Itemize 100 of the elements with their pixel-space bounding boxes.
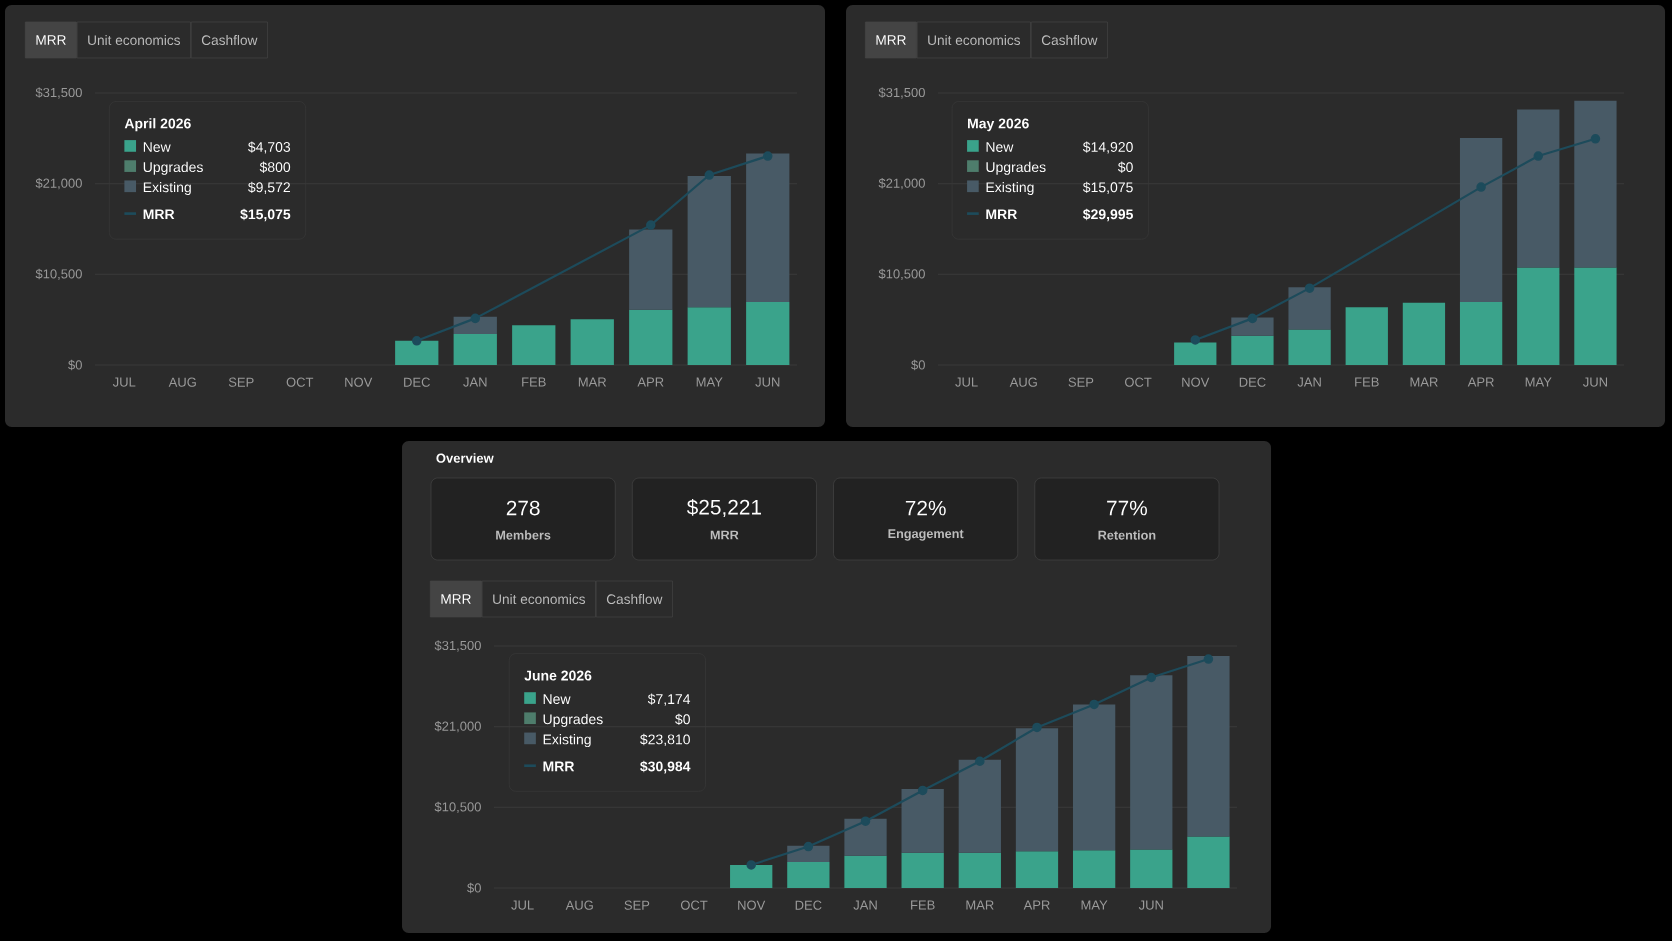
x-tick-label: JAN [1297, 377, 1321, 387]
bar [1574, 267, 1617, 365]
y-tick-label: $10,500 [434, 801, 481, 813]
text: MRR [36, 35, 66, 45]
bar [901, 852, 944, 889]
bar [687, 307, 731, 365]
y-tick-label: $21,000 [35, 178, 82, 190]
x-tick-label: APR [1467, 377, 1494, 387]
x-tick-label: MAR [578, 377, 607, 387]
point [1203, 654, 1214, 664]
annotation: $4,703 [248, 141, 291, 154]
bar [746, 153, 790, 302]
y-tick-label: $31,500 [434, 640, 481, 652]
bar [1402, 302, 1446, 365]
annotation: $29,995 [1082, 208, 1133, 222]
x-tick-label: MAR [966, 900, 994, 910]
annotation: April 2026 [124, 118, 191, 132]
annotation: May 2026 [968, 118, 1029, 132]
bar [901, 788, 944, 853]
annotation: $9,572 [248, 181, 290, 194]
legend-label: New [543, 694, 571, 705]
bar [687, 175, 731, 308]
bar [1288, 329, 1331, 365]
x-tick-label: APR [637, 377, 664, 387]
text: $25,221 [686, 498, 761, 518]
x-tick-label: MAY [1081, 900, 1108, 910]
bar [629, 309, 673, 365]
bar [1130, 675, 1173, 850]
point [704, 170, 715, 180]
y-tick-label: $0 [911, 359, 925, 371]
legend-label: Existing [143, 181, 191, 196]
text: Cashflow [201, 34, 258, 46]
bar [1072, 704, 1116, 851]
legend-label: Upgrades [543, 713, 603, 727]
text: MRR [876, 35, 906, 45]
x-tick-label: SEP [624, 900, 650, 910]
point [1476, 182, 1486, 192]
bar [730, 864, 773, 889]
x-tick-label: JUL [112, 377, 136, 387]
legend-label: New [986, 142, 1014, 152]
x-tick-label: JUN [1583, 377, 1607, 387]
annotation: $7,174 [647, 693, 691, 706]
bar [453, 333, 497, 365]
point [1590, 134, 1601, 144]
bar [395, 340, 439, 365]
x-tick-label: FEB [911, 900, 935, 910]
bar [746, 301, 790, 365]
bar [1345, 307, 1388, 365]
y-tick-label: $10,500 [878, 268, 925, 280]
legend-label: MRR [986, 209, 1017, 220]
bar [1231, 335, 1274, 365]
y-tick-label: $0 [68, 359, 82, 371]
bar [1174, 342, 1217, 365]
annotation: $0 [675, 713, 690, 726]
text: Overview [436, 453, 494, 463]
text: MRR [710, 530, 739, 540]
legend-label: Existing [986, 181, 1034, 196]
x-tick-label: MAY [696, 377, 723, 387]
point [1032, 722, 1042, 733]
point [860, 816, 871, 826]
text: 72% [905, 500, 946, 516]
point [975, 756, 985, 767]
x-tick-label: DEC [795, 900, 822, 910]
bar [1187, 836, 1230, 889]
annotation: $800 [259, 161, 291, 173]
point [1089, 699, 1099, 710]
point [1304, 283, 1315, 293]
legend-label: Upgrades [986, 161, 1046, 175]
legend-label: MRR [143, 209, 175, 220]
x-tick-label: DEC [1239, 377, 1266, 387]
y-tick-label: $21,000 [434, 721, 481, 733]
text: Cashflow [606, 593, 663, 605]
y-tick-label: $31,500 [35, 87, 82, 99]
text: Retention [1098, 530, 1156, 540]
text: 278 [506, 500, 540, 516]
annotation: June 2026 [524, 670, 592, 681]
x-tick-label: NOV [738, 900, 766, 910]
point [1190, 335, 1201, 345]
x-tick-label: SEP [228, 377, 254, 387]
bar [1015, 851, 1059, 889]
text: Members [496, 530, 551, 540]
x-tick-label: JUN [755, 377, 780, 387]
x-tick-label: AUG [168, 377, 196, 387]
bar [512, 325, 556, 365]
bar [1130, 849, 1173, 889]
legend-label: Upgrades [143, 161, 203, 175]
x-tick-label: AUG [1009, 377, 1037, 387]
annotation: $14,920 [1082, 141, 1133, 154]
y-tick-label: $10,500 [35, 268, 82, 280]
point [646, 220, 656, 230]
annotation: $15,075 [240, 208, 291, 222]
text: Unit economics [928, 34, 1021, 46]
x-tick-label: JUL [511, 900, 534, 910]
point [803, 841, 814, 852]
bar [958, 759, 1001, 853]
x-tick-label: OCT [680, 900, 708, 910]
text: Cashflow [1041, 34, 1098, 46]
point [746, 860, 756, 870]
bar [629, 229, 673, 310]
point [1533, 151, 1544, 161]
